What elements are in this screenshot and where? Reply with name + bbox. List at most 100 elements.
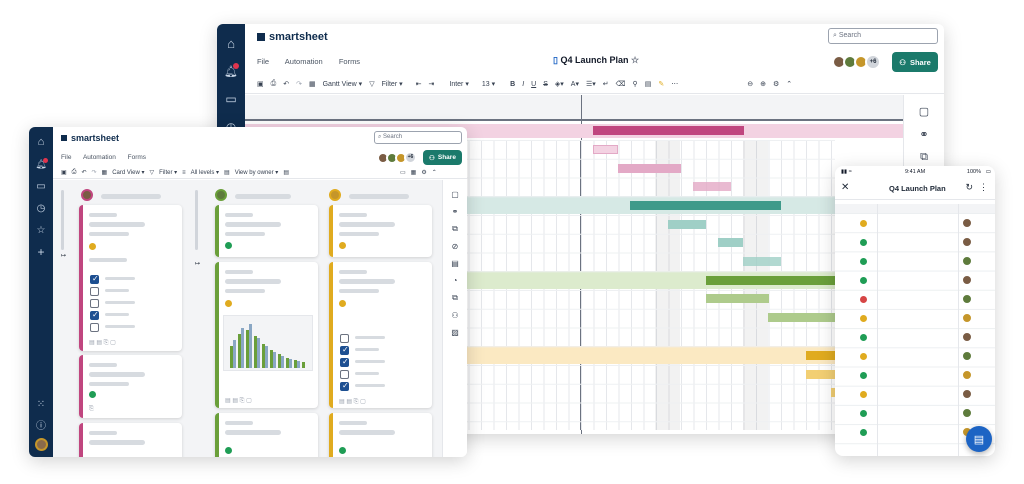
close-icon[interactable]: ✕	[841, 182, 850, 193]
task-card[interactable]: ⎘	[79, 355, 182, 418]
refresh-icon[interactable]: ↻	[965, 182, 973, 192]
copy-icon[interactable]: ⧉	[452, 293, 458, 302]
redo-icon[interactable]: ↷	[91, 170, 97, 176]
filter-button[interactable]: Filter ▾	[159, 170, 178, 176]
save-icon[interactable]: ▣	[257, 81, 264, 88]
layout-icon[interactable]: ▦	[410, 170, 417, 176]
viewby-selector[interactable]: View by owner ▾	[234, 170, 279, 176]
zoom-out-icon[interactable]: ⊖	[747, 81, 754, 88]
card-settings-icon[interactable]: ▭	[399, 170, 406, 176]
clear-format-icon[interactable]: ⌫	[615, 81, 626, 88]
checkbox[interactable]	[340, 334, 349, 343]
outdent-icon[interactable]: ⇤	[415, 81, 422, 88]
folder-icon[interactable]: ▭	[36, 180, 46, 192]
home-icon[interactable]: ⌂	[37, 136, 45, 148]
folder-icon[interactable]: ▭	[225, 92, 237, 106]
bell-icon[interactable]: 🔔︎	[217, 60, 245, 82]
text-color-icon[interactable]: A▾	[570, 81, 579, 88]
checkbox[interactable]	[90, 287, 99, 296]
proofing-icon[interactable]: ⊘	[451, 242, 459, 251]
share-button[interactable]: ⚇ Share	[892, 52, 938, 72]
grid-icon[interactable]: ▤	[644, 81, 652, 88]
lane-scroll[interactable]	[61, 190, 64, 250]
zoom-in-icon[interactable]: ⊕	[760, 81, 766, 88]
lane-scroll[interactable]	[195, 190, 198, 250]
checkbox[interactable]	[340, 381, 349, 391]
menu-automation[interactable]: Automation	[284, 57, 323, 66]
apps-icon[interactable]: ⁙	[36, 398, 46, 410]
attachment-icon[interactable]: ⧉	[920, 151, 928, 163]
print-icon[interactable]: ⎙	[270, 80, 277, 87]
people-icon[interactable]: ⚇	[451, 311, 459, 320]
size-selector[interactable]: 13 ▾	[481, 81, 496, 88]
filter-icon[interactable]: ▽	[149, 170, 155, 176]
checkbox[interactable]	[90, 323, 99, 332]
collapse-icon[interactable]: ⌃	[786, 81, 793, 88]
plus-icon[interactable]: +	[37, 245, 45, 259]
print-icon[interactable]: ⎙	[71, 169, 77, 175]
menu-automation[interactable]: Automation	[82, 154, 116, 161]
link-icon[interactable]: ⚭	[451, 207, 459, 216]
image-icon[interactable]: ▨	[451, 328, 459, 337]
view-selector[interactable]: Card View ▾	[112, 170, 145, 176]
link-icon[interactable]: ⚭	[919, 129, 929, 141]
task-card[interactable]: ▤ ▤ ⎘ ▢	[329, 262, 432, 408]
gantt-bar[interactable]	[593, 126, 744, 135]
checkbox[interactable]	[90, 310, 99, 320]
collaborators[interactable]: +6	[377, 151, 417, 164]
task-card-with-chart[interactable]: ▤ ▤ ⎘ ▢	[215, 262, 318, 408]
underline-icon[interactable]: U	[531, 80, 537, 88]
task-card[interactable]	[79, 423, 182, 457]
collapse-lane-icon[interactable]: ↦	[195, 261, 201, 267]
filter-button[interactable]: Filter ▾	[381, 81, 403, 88]
checkbox[interactable]	[90, 299, 99, 308]
chat-fab[interactable]: ▤	[966, 426, 992, 452]
checkbox[interactable]	[90, 274, 99, 284]
activity-icon[interactable]: ◔	[452, 276, 458, 285]
italic-icon[interactable]: I	[522, 80, 525, 88]
wrap-icon[interactable]: ↵	[602, 81, 609, 88]
collapse-lane-icon[interactable]: ↦	[61, 253, 67, 259]
summary-icon[interactable]: ▤	[451, 259, 459, 268]
bell-icon[interactable]: 🔔︎	[35, 158, 48, 169]
task-card[interactable]: ▤ ▤ ⎘ ▢	[79, 205, 182, 351]
task-card[interactable]	[329, 413, 432, 457]
menu-forms[interactable]: Forms	[338, 57, 361, 66]
levels-icon[interactable]: ≡	[182, 169, 186, 176]
collapse-icon[interactable]: ⌃	[431, 170, 437, 176]
task-card[interactable]	[329, 205, 432, 257]
indent-icon[interactable]: ⇥	[428, 81, 435, 88]
collaborators[interactable]: +6	[832, 54, 881, 70]
comment-icon[interactable]: ▢	[451, 190, 459, 199]
checkbox[interactable]	[340, 345, 349, 355]
gear-icon[interactable]: ⚙	[772, 81, 780, 88]
save-icon[interactable]: ▣	[61, 170, 67, 176]
card-view-icon[interactable]: ▦	[101, 170, 108, 176]
undo-icon[interactable]: ↶	[81, 170, 87, 176]
format-painter-icon[interactable]: ⚲	[632, 81, 638, 88]
help-icon[interactable]: ⓘ	[36, 420, 46, 432]
align-icon[interactable]: ☰▾	[585, 81, 596, 88]
comment-icon[interactable]: ▢	[918, 106, 930, 118]
star-icon[interactable]: ☆	[36, 224, 46, 236]
bold-icon[interactable]: B	[510, 80, 516, 88]
levels-selector[interactable]: All levels ▾	[190, 170, 220, 176]
checkbox[interactable]	[340, 357, 349, 367]
filter-icon[interactable]: ▽	[369, 81, 375, 88]
task-card[interactable]	[215, 413, 318, 457]
more-icon[interactable]: ⋯	[671, 81, 679, 88]
redo-icon[interactable]: ↷	[296, 81, 302, 88]
strikethrough-icon[interactable]: S	[543, 80, 548, 88]
grid-icon[interactable]: ▤	[283, 170, 289, 176]
font-selector[interactable]: Inter ▾	[449, 81, 469, 88]
home-icon[interactable]: ⌂	[227, 35, 235, 51]
gear-icon[interactable]: ⚙	[421, 170, 427, 176]
user-avatar[interactable]	[34, 438, 48, 451]
gantt-view-icon[interactable]: ▦	[308, 81, 316, 88]
search-box[interactable]: ⌕ Search	[374, 131, 462, 144]
fill-color-icon[interactable]: ◈▾	[554, 81, 564, 88]
undo-icon[interactable]: ↶	[283, 81, 290, 88]
favorite-star-icon[interactable]: ☆	[631, 55, 640, 65]
clock-icon[interactable]: ◷	[36, 202, 46, 214]
attachment-icon[interactable]: ⧉	[452, 224, 458, 233]
